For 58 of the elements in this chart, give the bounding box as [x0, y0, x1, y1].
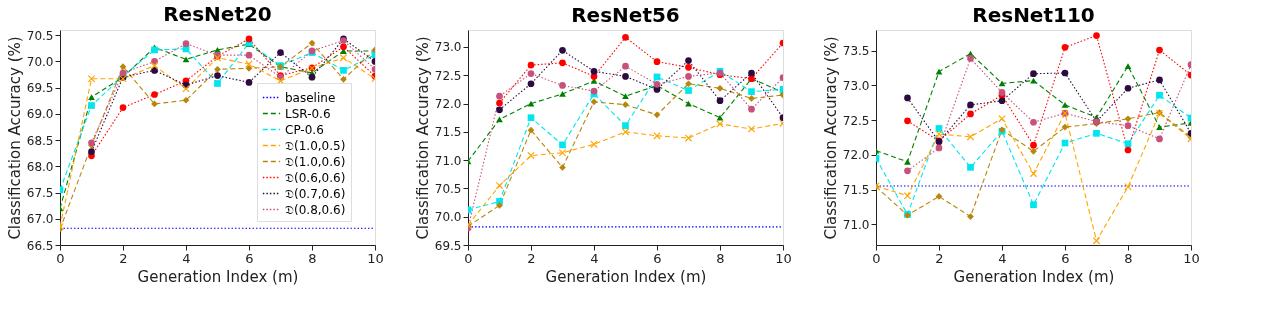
y-tick-label: 73.5: [842, 44, 870, 59]
legend-label: 𝔇(0.8,0.6): [285, 202, 346, 217]
y-tick-label: 66.5: [26, 238, 54, 253]
x-axis-title: Generation Index (m): [545, 267, 707, 286]
x-tick-label: 2: [119, 250, 128, 266]
y-tick-label: 71.5: [842, 183, 870, 198]
x-tick-label: 6: [1061, 250, 1070, 266]
x-tick-label: 8: [1124, 250, 1133, 266]
x-tick-label: 2: [935, 250, 944, 266]
y-tick-label: 68.5: [26, 133, 54, 148]
y-tick-label: 70.0: [434, 210, 462, 225]
legend-label: baseline: [285, 90, 336, 105]
legend-label: LSR-0.6: [285, 106, 331, 121]
y-tick-label: 69.5: [434, 238, 462, 253]
y-tick-label: 72.0: [434, 97, 462, 112]
y-tick-label: 72.5: [842, 113, 870, 128]
y-tick-label: 68.0: [26, 159, 54, 174]
y-tick-label: 73.0: [434, 40, 462, 55]
y-tick-label: 71.5: [434, 125, 462, 140]
y-axis-title: Classification Accuracy (%): [413, 36, 432, 240]
x-tick-label: 4: [998, 250, 1007, 266]
y-axis-title: Classification Accuracy (%): [5, 36, 24, 240]
legend-label: 𝔇(0.7,0.6): [285, 186, 346, 201]
y-tick-label: 70.0: [26, 54, 54, 69]
x-tick-label: 6: [653, 250, 662, 266]
chart-title: ResNet20: [163, 2, 272, 27]
chart-title: ResNet110: [972, 3, 1095, 27]
y-tick-label: 67.5: [26, 186, 54, 201]
chart-title: ResNet56: [571, 3, 680, 27]
legend-label: 𝔇(1.0,0.6): [285, 154, 346, 169]
x-tick-label: 0: [464, 250, 473, 266]
legend-label: 𝔇(1.0,0.5): [285, 138, 346, 153]
y-tick-label: 69.0: [26, 107, 54, 122]
x-tick-label: 10: [367, 250, 384, 266]
x-tick-label: 10: [775, 250, 792, 266]
y-tick-label: 71.0: [434, 153, 462, 168]
y-tick-label: 72.5: [434, 68, 462, 83]
x-tick-label: 8: [716, 250, 725, 266]
x-axis-title: Generation Index (m): [953, 267, 1115, 286]
x-tick-label: 4: [590, 250, 599, 266]
y-axis-title: Classification Accuracy (%): [821, 36, 840, 240]
x-tick-label: 4: [182, 250, 191, 266]
y-tick-label: 71.0: [842, 217, 870, 232]
x-tick-label: 6: [245, 250, 254, 266]
y-tick-label: 73.0: [842, 78, 870, 93]
y-tick-label: 72.0: [842, 148, 870, 163]
x-tick-label: 10: [1183, 250, 1200, 266]
x-tick-label: 0: [872, 250, 881, 266]
y-tick-label: 67.0: [26, 212, 54, 227]
y-tick-label: 70.5: [434, 181, 462, 196]
y-tick-label: 70.5: [26, 28, 54, 43]
legend-label: 𝔇(0.6,0.6): [285, 170, 346, 185]
legend-label: CP-0.6: [285, 122, 324, 137]
x-tick-label: 8: [308, 250, 317, 266]
y-tick-label: 69.5: [26, 81, 54, 96]
x-axis-title: Generation Index (m): [137, 267, 299, 286]
x-tick-label: 0: [56, 250, 65, 266]
x-tick-label: 2: [527, 250, 536, 266]
